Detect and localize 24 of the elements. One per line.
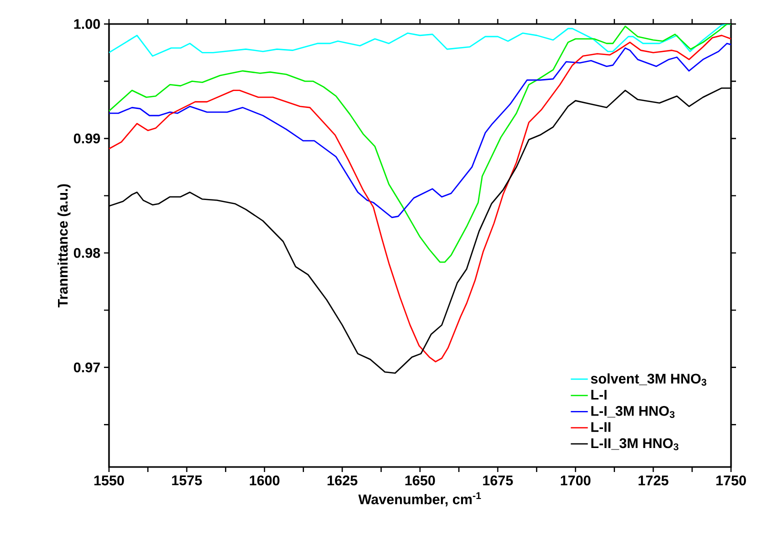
legend-label: L-II (591, 422, 610, 432)
y-tick-label: 0.98 (74, 248, 100, 258)
legend-label: solvent_3M HNO$_{3}$ (590, 373, 706, 386)
line-series (109, 24, 732, 57)
x-tick-label: 1650 (405, 476, 435, 486)
x-tick-label: 1725 (638, 476, 668, 486)
x-tick-label: 1700 (560, 476, 590, 486)
x-tick-label: 1625 (328, 476, 358, 486)
x-tick-label: 1550 (94, 476, 124, 486)
y-tick-label: 0.97 (74, 362, 100, 372)
line-series (109, 24, 732, 263)
x-tick-label: 1600 (250, 476, 280, 486)
x-tick-label: 1575 (172, 476, 202, 486)
y-tick-label: 1.00 (74, 19, 100, 29)
line-series (109, 42, 732, 218)
y-axis-title: Tranmittance (a.u.) (57, 184, 70, 308)
line-series (109, 34, 732, 362)
y-tick-label: 0.99 (74, 134, 100, 144)
legend-label: L-I_3M HNO$_{3}$ (591, 406, 675, 418)
legend-label: L-I (591, 390, 607, 400)
x-tick-label: 1675 (483, 476, 513, 486)
x-axis-title: Wavenumber, cm$^{-1}$ (358, 492, 481, 506)
legend-label: L-II_3M HNO$_{3}$ (591, 438, 678, 450)
x-tick-label: 1750 (716, 476, 746, 486)
